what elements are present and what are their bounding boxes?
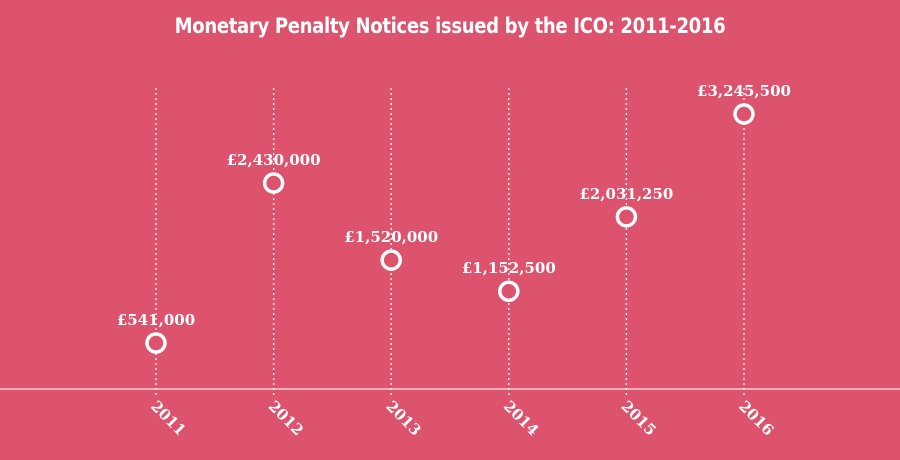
tick-label-2013: 2013	[382, 397, 424, 439]
value-label-2016: £3,245,500	[697, 82, 791, 100]
tick-label-2011: 2011	[147, 397, 189, 439]
data-point-2012	[262, 172, 285, 194]
tick-label-2012: 2012	[265, 397, 307, 439]
data-point-2011	[145, 332, 167, 354]
data-point-2016	[733, 103, 755, 125]
value-label-2015: £2,031,250	[579, 185, 673, 203]
tick-label-2015: 2015	[618, 397, 660, 439]
value-label-2012: £2,430,000	[227, 151, 321, 169]
data-point-2013	[380, 249, 402, 271]
chart-title: Monetary Penalty Notices issued by the I…	[174, 14, 726, 38]
value-label-2013: £1,520,000	[344, 228, 438, 246]
data-point-2014	[498, 280, 520, 302]
data-point-2015	[615, 206, 638, 228]
value-label-2014: £1,152,500	[462, 259, 556, 277]
value-label-2011: £541,000	[117, 311, 195, 329]
tick-label-2014: 2014	[500, 397, 542, 439]
tick-label-2016: 2016	[735, 397, 777, 439]
